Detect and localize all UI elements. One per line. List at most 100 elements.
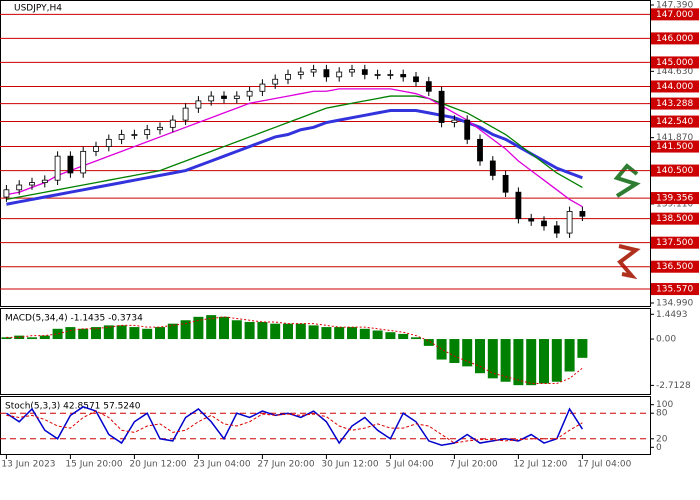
y-tick-label: 139.110 xyxy=(656,199,693,209)
level-label: 146.000 xyxy=(656,34,693,44)
macd-bar xyxy=(500,339,511,382)
macd-bar xyxy=(231,320,242,340)
level-label-bg xyxy=(651,164,699,177)
candle-body xyxy=(144,129,151,135)
macd-bar xyxy=(295,323,306,340)
macd-bar xyxy=(513,339,524,386)
level-label-bg xyxy=(651,283,699,296)
y-tick-label: 20 xyxy=(656,434,668,444)
candle-body xyxy=(285,74,291,80)
macd-bar xyxy=(155,327,165,340)
candle-body xyxy=(246,90,253,97)
macd-bar xyxy=(436,339,447,360)
level-label-bg xyxy=(651,140,699,153)
y-tick-label: 1.4493 xyxy=(656,310,688,320)
x-tick-label: 7 Jul 20:00 xyxy=(449,460,498,470)
macd-bar xyxy=(347,327,357,340)
candle-body xyxy=(579,211,586,217)
macd-bar xyxy=(487,339,498,379)
candle-body xyxy=(93,146,99,152)
y-tick-label: 147.390 xyxy=(656,1,693,11)
stoch-signal xyxy=(6,410,583,444)
macd-bar xyxy=(65,327,76,340)
level-label-bg xyxy=(651,115,699,128)
candle-body xyxy=(221,95,227,99)
candle-body xyxy=(361,69,368,75)
stoch-main xyxy=(5,405,584,446)
candle-body xyxy=(323,69,330,78)
level-label: 141.500 xyxy=(656,142,693,152)
macd-bar xyxy=(78,328,89,340)
macd-bar xyxy=(475,339,485,374)
candle-body xyxy=(425,81,432,92)
macd-bar xyxy=(334,327,345,340)
macd-bar xyxy=(577,339,588,358)
level-label-bg xyxy=(651,80,699,93)
x-tick-label: 15 Jun 20:00 xyxy=(65,460,122,470)
macd-bar xyxy=(219,316,229,340)
macd-bar xyxy=(91,327,101,340)
x-tick-label: 30 Jun 12:00 xyxy=(321,460,378,470)
macd-bar xyxy=(270,323,281,340)
macd-bar xyxy=(283,323,293,340)
macd-bar xyxy=(359,328,370,340)
macd-bar xyxy=(385,332,396,340)
candle-body xyxy=(3,189,10,198)
y-tick-label: 0 xyxy=(656,443,662,453)
macd-bar xyxy=(411,337,421,340)
candle-body xyxy=(464,119,471,140)
moving-average xyxy=(6,109,583,206)
macd-bar xyxy=(539,339,549,384)
macd-bar xyxy=(129,327,140,340)
candle-body xyxy=(54,155,61,181)
y-tick-label: 80 xyxy=(656,409,668,419)
candle-body xyxy=(553,225,560,234)
x-tick-label: 12 Jul 12:00 xyxy=(513,460,567,470)
y-tick-label: -2.7128 xyxy=(656,381,691,391)
candle-body xyxy=(310,69,317,73)
candle-body xyxy=(349,69,355,73)
x-tick-label: 27 Jun 20:00 xyxy=(257,460,314,470)
macd-bar xyxy=(564,339,575,372)
macd-bar xyxy=(449,339,460,363)
x-tick-label: 13 Jun 2023 xyxy=(1,460,55,470)
candle-body xyxy=(297,71,304,75)
y-tick-label: 141.870 xyxy=(656,133,693,143)
candle-body xyxy=(541,220,547,227)
macd-bar xyxy=(551,339,562,382)
candle-body xyxy=(41,179,48,183)
macd-bar xyxy=(462,339,473,367)
level-label: 145.000 xyxy=(656,58,693,68)
macd-bar xyxy=(372,330,383,340)
macd-bar xyxy=(116,325,127,340)
candle-body xyxy=(374,74,381,76)
stoch-title: Stoch(5,3,3) 42.8571 57.5240 xyxy=(5,402,141,412)
moving-average xyxy=(6,95,583,201)
candle-body xyxy=(566,211,573,234)
level-label: 147.000 xyxy=(656,10,693,20)
macd-bar xyxy=(52,328,63,340)
candle-body xyxy=(169,119,176,128)
candle-body xyxy=(182,107,189,121)
macd-title: MACD(5,34,4) -1.1435 -0.3734 xyxy=(5,314,143,324)
x-tick-label: 5 Jul 04:00 xyxy=(385,460,434,470)
candle-body xyxy=(118,134,125,140)
level-label: 136.500 xyxy=(656,262,693,272)
y-tick-label: 144.630 xyxy=(656,67,693,77)
candle-body xyxy=(67,155,74,174)
candle-body xyxy=(477,138,483,162)
y-tick-label: 134.990 xyxy=(656,299,693,309)
level-label: 143.288 xyxy=(656,99,693,109)
x-tick-label: 20 Jun 12:00 xyxy=(129,460,186,470)
macd-bar xyxy=(308,325,319,340)
candle-body xyxy=(259,83,266,92)
level-label-bg xyxy=(651,56,699,69)
candle-body xyxy=(16,184,23,191)
candle-body xyxy=(400,74,407,78)
macd-bar xyxy=(142,328,153,340)
candle-body xyxy=(438,90,445,123)
candle-body xyxy=(131,134,138,136)
macd-bar xyxy=(180,320,191,340)
candle-body xyxy=(502,174,509,193)
